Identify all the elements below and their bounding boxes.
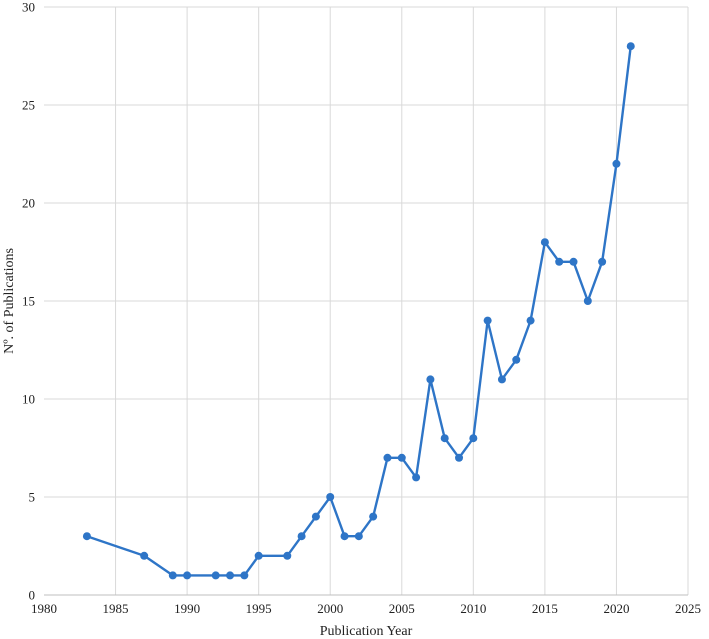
data-point bbox=[254, 551, 263, 560]
data-point bbox=[183, 571, 192, 580]
y-tick-label: 20 bbox=[22, 196, 35, 211]
grid-layer bbox=[44, 6, 689, 595]
y-tick-label: 25 bbox=[22, 98, 35, 113]
y-tick-label: 15 bbox=[22, 294, 35, 309]
data-point bbox=[612, 159, 621, 168]
data-point bbox=[297, 532, 306, 541]
data-point bbox=[540, 238, 549, 247]
data-point bbox=[598, 257, 607, 266]
data-point bbox=[455, 453, 464, 462]
data-point bbox=[397, 453, 406, 462]
y-axis-title: Nº. of Publications bbox=[2, 248, 17, 354]
data-point bbox=[82, 532, 91, 541]
x-tick-label: 1980 bbox=[31, 601, 57, 616]
data-point bbox=[555, 257, 564, 266]
series-line bbox=[86, 46, 632, 577]
x-tick-label: 2015 bbox=[532, 601, 558, 616]
data-point bbox=[383, 453, 392, 462]
data-point bbox=[426, 375, 435, 384]
data-point bbox=[140, 551, 149, 560]
x-tick-label: 2005 bbox=[389, 601, 415, 616]
x-tick-label: 2010 bbox=[460, 601, 486, 616]
data-point bbox=[168, 571, 177, 580]
data-point bbox=[440, 434, 449, 443]
x-tick-label: 2020 bbox=[603, 601, 629, 616]
series-layer bbox=[82, 42, 635, 580]
x-tick-label: 2000 bbox=[317, 601, 343, 616]
x-tick-label: 1995 bbox=[246, 601, 272, 616]
data-point bbox=[226, 571, 235, 580]
data-point bbox=[211, 571, 220, 580]
x-tick-label: 1985 bbox=[103, 601, 129, 616]
data-point bbox=[369, 512, 378, 521]
data-point bbox=[583, 297, 592, 305]
axis-layer: 1980 1985 1990 1995 2000 2005 2010 2015 2020 2025… bbox=[22, 0, 701, 616]
y-tick-label: 0 bbox=[29, 588, 36, 603]
data-point bbox=[340, 532, 349, 541]
data-point bbox=[626, 42, 635, 51]
y-tick-label: 30 bbox=[22, 0, 35, 15]
y-tick-label: 10 bbox=[22, 392, 35, 407]
x-tick-label: 2025 bbox=[675, 601, 701, 616]
data-point bbox=[569, 257, 578, 266]
data-point bbox=[512, 355, 521, 364]
data-point bbox=[497, 375, 506, 384]
x-axis-title: Publication Year bbox=[320, 624, 413, 639]
data-point bbox=[311, 512, 320, 521]
data-point bbox=[412, 473, 421, 482]
x-tick-label: 1990 bbox=[174, 601, 200, 616]
data-point bbox=[526, 316, 535, 325]
data-point bbox=[240, 571, 249, 580]
data-point bbox=[469, 434, 478, 443]
data-point bbox=[483, 316, 492, 325]
data-point bbox=[283, 551, 292, 560]
y-tick-label: 5 bbox=[29, 490, 36, 505]
data-point bbox=[354, 532, 363, 541]
data-point bbox=[326, 493, 335, 501]
